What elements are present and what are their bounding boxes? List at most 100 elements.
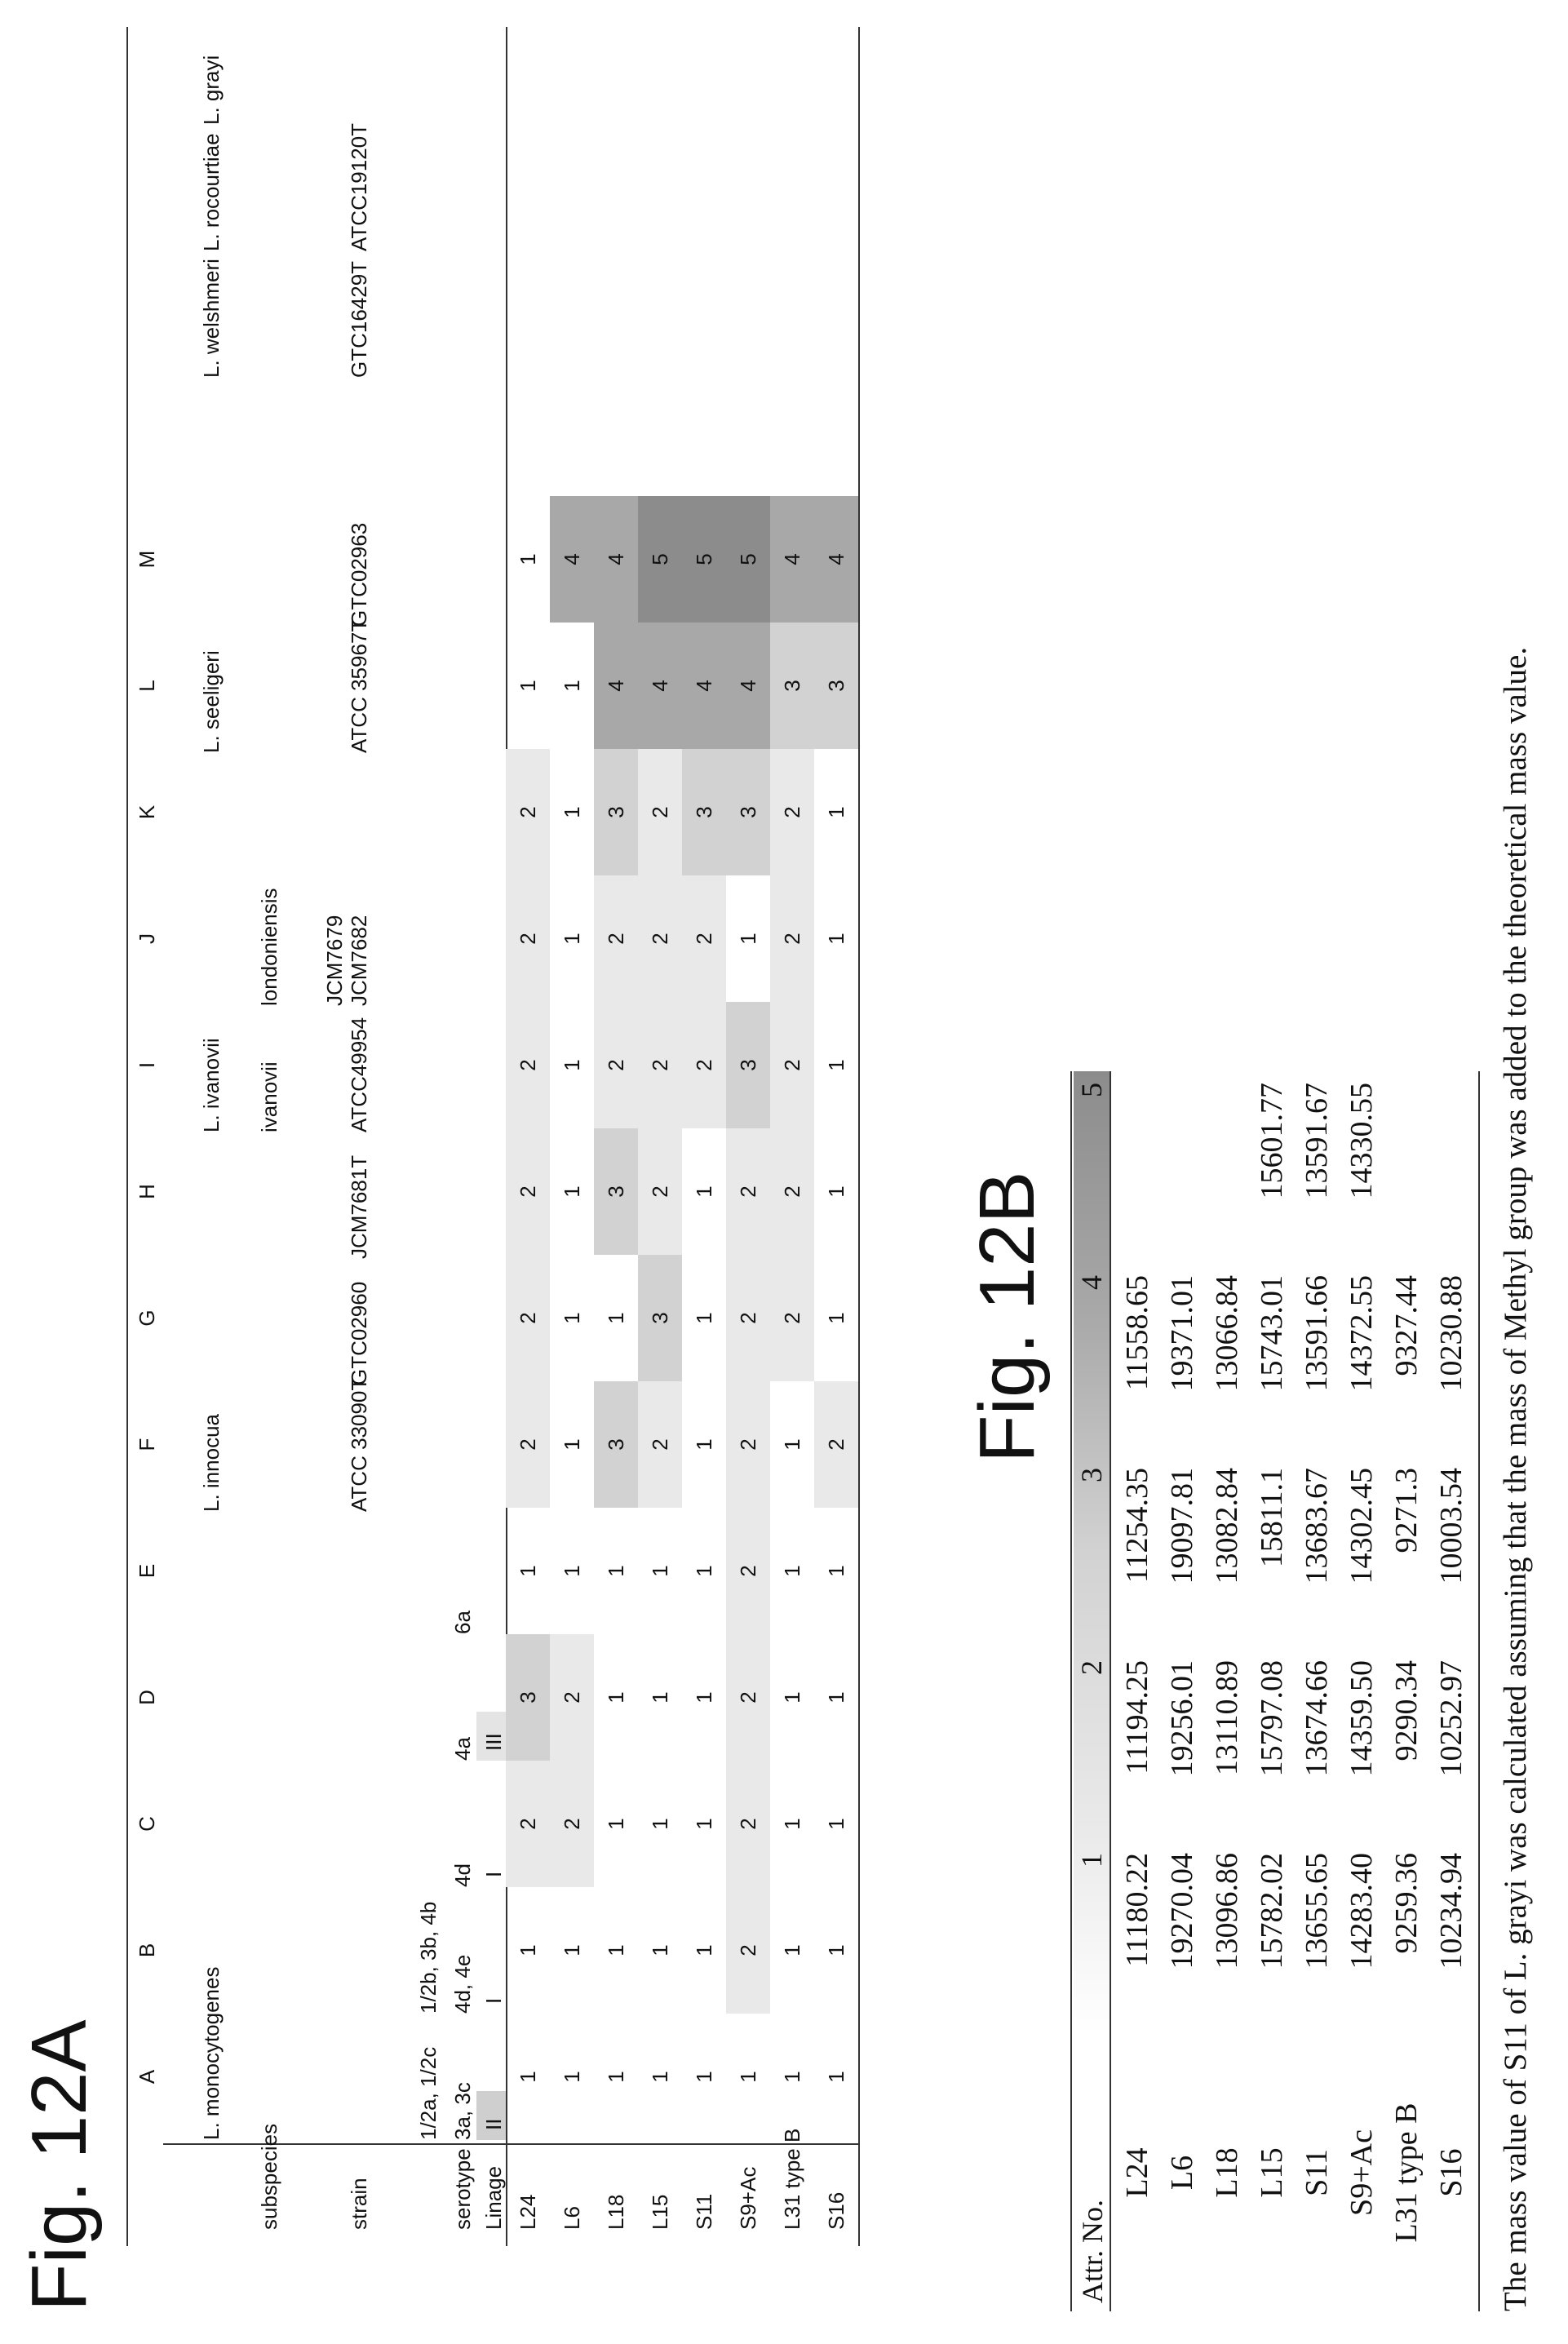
- table-cell: 1: [779, 1438, 804, 1451]
- table-cell: 2: [779, 806, 804, 818]
- table-cell: 1: [559, 2071, 584, 2083]
- table-cell: 1: [559, 1059, 584, 1071]
- attr-no-label: Attr. No.: [1076, 2199, 1109, 2303]
- table-cell: 3: [735, 1059, 760, 1071]
- fig-12a-title: Fig. 12A: [16, 2019, 103, 2311]
- table-cell: 4: [603, 680, 628, 692]
- table-cell: 1: [735, 933, 760, 945]
- mass-value-cell: 15743.01: [1254, 1275, 1289, 1392]
- species-l-monocytogenes: L. monocytogenes: [199, 1966, 224, 2140]
- table-cell: 4: [559, 553, 584, 565]
- mass-value-cell: 10252.97: [1433, 1660, 1468, 1777]
- table-cell: 1: [559, 933, 584, 945]
- fig-12b-title: Fig. 12B: [963, 1171, 1051, 1463]
- table-cell: 1: [823, 1312, 848, 1324]
- table-cell: 4: [735, 680, 760, 692]
- table-cell: 1: [691, 1818, 716, 1830]
- table-b-bottom-rule: [1478, 1071, 1480, 2311]
- table-cell: 1: [823, 1565, 848, 1577]
- table-cell: 1: [823, 1944, 848, 1956]
- attr-number: 4: [1075, 1275, 1108, 1290]
- table-cell: 1: [691, 1312, 716, 1324]
- strain-j: ATCC 35967T: [347, 618, 371, 753]
- table-cell: 1: [735, 2071, 760, 2083]
- mass-value-cell: 11180.22: [1119, 1853, 1154, 1967]
- mass-value-cell: [1428, 1071, 1473, 1264]
- species-l-innocua: L. innocua: [199, 1414, 224, 1512]
- table-cell: 1: [647, 2071, 672, 2083]
- species-l-welshmeri: L. welshmeri: [199, 259, 224, 378]
- table-cell: 3: [691, 806, 716, 818]
- mass-value-cell: 19270.04: [1164, 1853, 1199, 1970]
- strain-m: ATCC19120T: [347, 122, 371, 251]
- table-cell: 2: [603, 1059, 628, 1071]
- column-letter: L: [134, 680, 159, 692]
- column-letter: K: [134, 804, 159, 820]
- table-cell: 2: [823, 1438, 848, 1451]
- row-label: S11: [692, 2193, 716, 2230]
- table-cell: 3: [735, 806, 760, 818]
- linage-b: I: [481, 1997, 506, 2004]
- mass-value-cell: 13655.65: [1299, 1853, 1334, 1970]
- row-label-strain: strain: [347, 2178, 371, 2230]
- mass-value-cell: 19097.81: [1164, 1468, 1199, 1584]
- species-l-rocourtiae: L. rocourtiae: [199, 133, 224, 251]
- column-letter: M: [134, 550, 159, 569]
- table-cell: 1: [691, 1691, 716, 1704]
- table-cell: 2: [515, 806, 540, 818]
- table-cell: 2: [779, 1059, 804, 1071]
- mass-value-cell: 10230.88: [1433, 1275, 1468, 1392]
- strain-i-1: JCM7679: [322, 915, 347, 1006]
- table-cell: 1: [779, 1818, 804, 1830]
- mass-value-cell: 13591.66: [1299, 1275, 1334, 1392]
- mass-value-cell: 14302.45: [1344, 1468, 1379, 1584]
- mass-value-cell: [1384, 1071, 1428, 1264]
- mass-value-cell: [1159, 1071, 1204, 1264]
- row-label-subspecies: subspecies: [257, 2123, 281, 2230]
- table-cell: 4: [823, 553, 848, 565]
- table-cell: 1: [559, 1565, 584, 1577]
- table-cell: 1: [515, 1565, 540, 1577]
- table-cell: 1: [823, 806, 848, 818]
- species-l-ivanovii: L. ivanovii: [199, 1038, 224, 1132]
- mass-value-cell: 13591.67: [1299, 1083, 1334, 1199]
- table-cell: 3: [515, 1691, 540, 1704]
- table-cell: 1: [515, 1944, 540, 1956]
- serotype-e: 6a: [450, 1611, 475, 1634]
- linage-c: I: [481, 1871, 506, 1877]
- table-cell: 1: [647, 1944, 672, 1956]
- table-cell: 1: [647, 1691, 672, 1704]
- table-cell: 1: [647, 1565, 672, 1577]
- serotype-d: 4a: [450, 1737, 475, 1761]
- mass-value-cell: 9327.44: [1389, 1275, 1424, 1376]
- attr-number: 2: [1075, 1660, 1108, 1675]
- table-cell: 2: [735, 1185, 760, 1198]
- linage-a: II: [481, 2118, 506, 2130]
- table-cell: 2: [735, 1691, 760, 1704]
- row-label: L24: [516, 2194, 540, 2230]
- table-cell: 1: [691, 1438, 716, 1451]
- table-cell: 1: [559, 1312, 584, 1324]
- mass-value-cell: 11254.35: [1119, 1468, 1154, 1584]
- attr-number: 5: [1075, 1083, 1108, 1097]
- row-label: S11: [1299, 2149, 1334, 2196]
- table-cell: 1: [559, 1944, 584, 1956]
- column-letter: C: [134, 1816, 159, 1832]
- table-cell: 1: [823, 1059, 848, 1071]
- table-cell: 1: [823, 1818, 848, 1830]
- table-cell: 2: [515, 1059, 540, 1071]
- table-cell: 4: [647, 680, 672, 692]
- table-cell: 2: [559, 1818, 584, 1830]
- table-cell: 2: [515, 1185, 540, 1198]
- table-cell: 4: [691, 680, 716, 692]
- mass-value-cell: 15782.02: [1254, 1853, 1289, 1970]
- mass-value-cell: 10234.94: [1433, 1853, 1468, 1970]
- table-cell: 1: [779, 1944, 804, 1956]
- table-cell: 2: [735, 1565, 760, 1577]
- table-cell: 1: [823, 933, 848, 945]
- serotype-a-bottom: 3a, 3c: [450, 2082, 475, 2140]
- table-cell: 2: [735, 1438, 760, 1451]
- strain-i-2: JCM7682: [347, 915, 371, 1006]
- table-cell: 2: [647, 933, 672, 945]
- strain-h: ATCC49954: [347, 1017, 371, 1132]
